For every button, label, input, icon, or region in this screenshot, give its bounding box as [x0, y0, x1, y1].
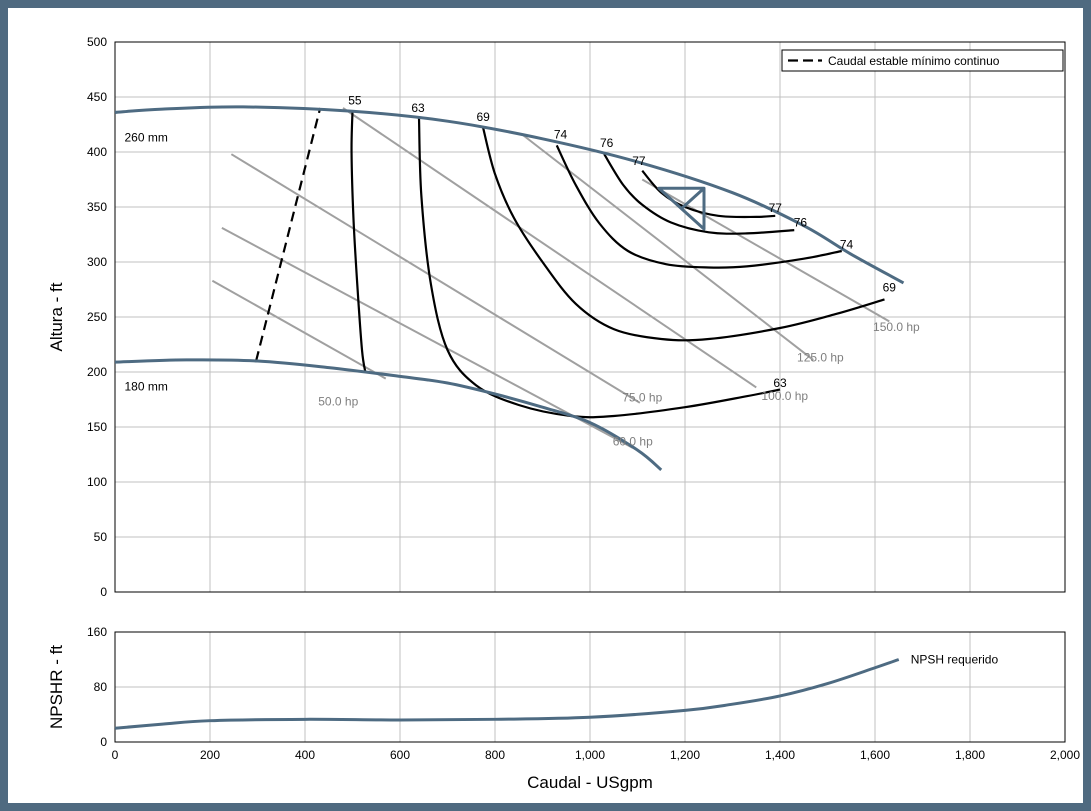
efficiency-curve — [603, 153, 795, 235]
x-tick-label: 2,000 — [1050, 748, 1080, 762]
x-tick-label: 1,200 — [670, 748, 700, 762]
x-tick-label: 200 — [200, 748, 220, 762]
x-tick-label: 1,400 — [765, 748, 795, 762]
y-tick-label: 350 — [87, 200, 107, 214]
x-tick-label: 0 — [112, 748, 119, 762]
impeller-curve — [115, 358, 663, 472]
efficiency-label: 76 — [600, 136, 614, 150]
power-label: 125.0 hp — [797, 351, 844, 365]
legend-box — [781, 49, 1064, 72]
x-axis-title: Caudal - USgpm — [527, 773, 653, 792]
y-tick-label: 150 — [87, 420, 107, 434]
efficiency-label: 63 — [773, 376, 787, 390]
efficiency-label: 76 — [794, 215, 808, 229]
npsh-y-tick-label: 80 — [94, 680, 108, 694]
power-curve — [221, 227, 634, 449]
bep-marker-line — [680, 187, 706, 210]
power-label: 75.0 hp — [622, 390, 662, 404]
npsh-curve — [114, 658, 900, 730]
impeller-label: 180 mm — [125, 379, 168, 393]
y-tick-label: 500 — [87, 35, 107, 49]
npsh-plot-border — [114, 631, 1066, 743]
main-grid — [114, 41, 1066, 593]
y-tick-label: 100 — [87, 475, 107, 489]
pump-performance-chart: 0 200 400 600 800 1,000 1,200 1,400 1,600 1,800 2,… — [47, 35, 1080, 792]
x-tick-label: 1,000 — [575, 748, 605, 762]
npsh-grid — [114, 631, 1066, 743]
main-plot-area — [115, 105, 905, 472]
y-tick-label: 200 — [87, 365, 107, 379]
power-curve — [522, 134, 814, 361]
efficiency-label: 77 — [769, 201, 783, 215]
impeller-curve — [115, 105, 905, 285]
y-tick-label: 0 — [100, 585, 107, 599]
efficiency-curve — [482, 127, 885, 342]
y-axis-title: Altura - ft — [47, 282, 66, 351]
x-tick-label: 600 — [390, 748, 410, 762]
x-tick-label: 1,600 — [860, 748, 890, 762]
efficiency-label: 55 — [348, 93, 362, 107]
power-curve — [342, 107, 757, 389]
npsh-y-tick-label: 0 — [100, 735, 107, 749]
power-label: 150.0 hp — [873, 320, 920, 334]
efficiency-label: 77 — [632, 154, 646, 168]
x-tick-label: 400 — [295, 748, 315, 762]
main-plot-border — [114, 41, 1066, 593]
impeller-label: 260 mm — [125, 131, 168, 145]
chart-frame: 0 200 400 600 800 1,000 1,200 1,400 1,600 1,800 2,… — [8, 8, 1083, 803]
efficiency-label: 69 — [476, 110, 490, 124]
power-curve — [230, 153, 641, 404]
efficiency-label: 69 — [883, 280, 897, 294]
power-label: 100.0 hp — [761, 389, 808, 403]
y-tick-label: 250 — [87, 310, 107, 324]
efficiency-curve — [555, 144, 842, 269]
npsh-y-tick-label: 160 — [87, 625, 107, 639]
npsh-series-label: NPSH requerido — [911, 653, 999, 667]
y-tick-label: 50 — [94, 530, 108, 544]
npsh-axis-title: NPSHR - ft — [47, 645, 66, 729]
efficiency-label: 74 — [554, 127, 568, 141]
power-label: 60.0 hp — [613, 434, 653, 448]
min-flow-line — [255, 107, 322, 362]
efficiency-curve — [417, 117, 781, 419]
power-label: 50.0 hp — [318, 395, 358, 409]
chart-text: 0 200 400 600 800 1,000 1,200 1,400 1,600 1,800 2,… — [47, 35, 1080, 792]
y-tick-label: 300 — [87, 255, 107, 269]
power-curve — [211, 279, 387, 380]
npsh-plot-area — [114, 658, 900, 730]
legend-label: Caudal estable mínimo continuo — [828, 54, 1000, 68]
x-tick-label: 800 — [485, 748, 505, 762]
power-curve — [641, 178, 890, 323]
efficiency-curve — [641, 169, 776, 219]
y-tick-label: 400 — [87, 145, 107, 159]
efficiency-label: 74 — [840, 237, 854, 251]
efficiency-curve — [350, 111, 367, 373]
x-tick-label: 1,800 — [955, 748, 985, 762]
y-tick-label: 450 — [87, 90, 107, 104]
efficiency-label: 63 — [411, 101, 425, 115]
